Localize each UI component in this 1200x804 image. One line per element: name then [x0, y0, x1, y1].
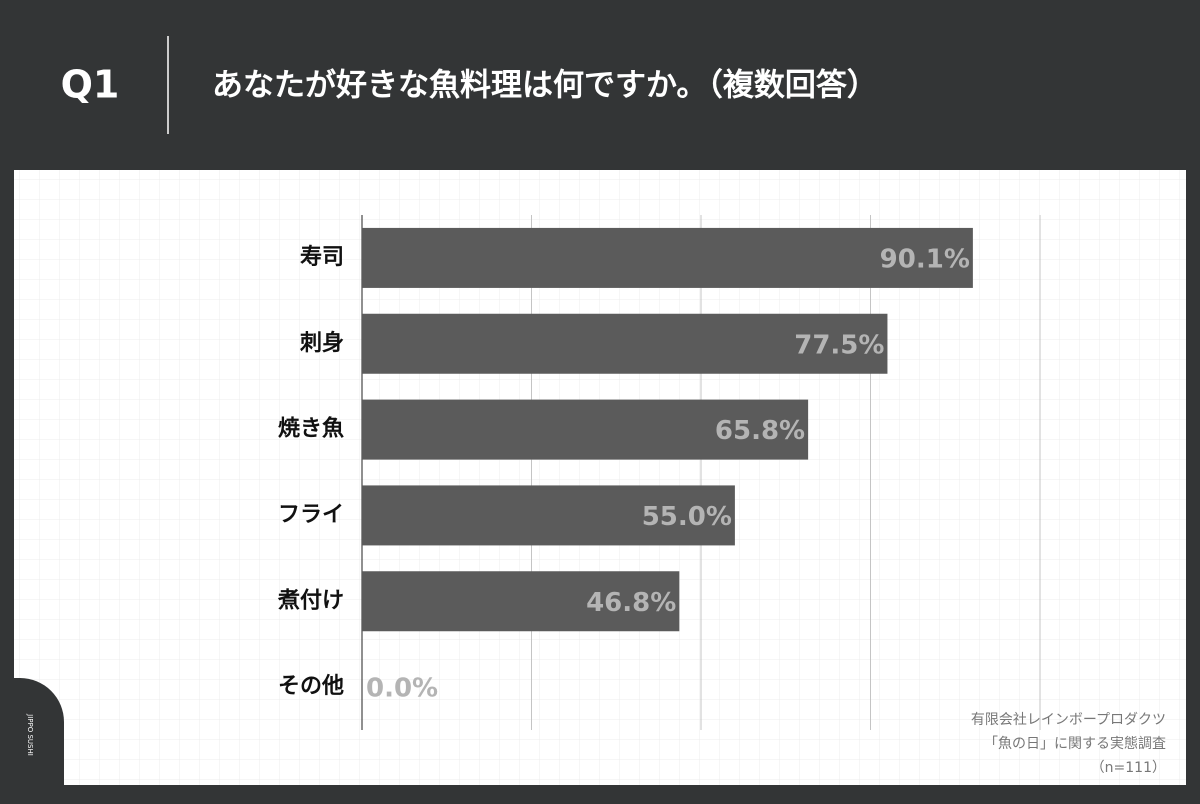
source-line: 有限会社レインボープロダクツ	[971, 712, 1166, 728]
category-label: フライ	[278, 502, 344, 527]
category-label: 刺身	[300, 330, 344, 356]
logo-badge	[0, 678, 64, 800]
value-label: 77.5%	[794, 330, 884, 360]
question-number: Q1	[61, 63, 120, 107]
value-label: 55.0%	[642, 502, 732, 532]
question-text: あなたが好きな魚料理は何ですか。（複数回答）	[212, 68, 878, 104]
logo: JIPPO SUSHI	[26, 713, 34, 756]
value-label: 90.1%	[880, 244, 970, 274]
bar	[362, 571, 680, 632]
category-label: 寿司	[300, 244, 344, 270]
plot: 寿司 90.1% 刺身 77.5% 焼き魚 65.8% フライ 55.0% 煮付け 46.8% その…	[277, 215, 1041, 730]
category-label: 煮付け	[277, 587, 344, 613]
category-label: その他	[278, 674, 344, 699]
bar	[362, 313, 888, 374]
category-label: 焼き魚	[278, 416, 344, 442]
source-line: （n=111）	[1091, 760, 1166, 776]
source-line: 「魚の日」に関する実態調査	[984, 736, 1166, 752]
bar	[362, 227, 973, 288]
value-label: 65.8%	[715, 416, 805, 446]
bar	[362, 399, 809, 460]
value-label: 46.8%	[586, 588, 676, 618]
bar	[362, 485, 735, 546]
value-label: 0.0%	[366, 674, 438, 704]
